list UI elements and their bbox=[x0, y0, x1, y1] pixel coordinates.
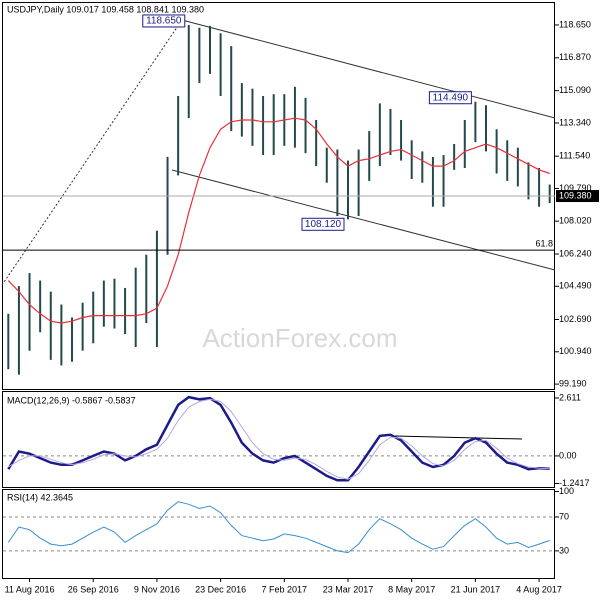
annotation-box bbox=[142, 14, 186, 28]
x-tick-label: 11 Aug 2016 bbox=[5, 584, 55, 594]
x-tick-label: 8 May 2017 bbox=[388, 584, 435, 594]
x-tick-label: 23 Dec 2016 bbox=[195, 584, 246, 594]
macd-title: MACD(12,26,9) -0.5867 -0.5837 bbox=[7, 395, 136, 405]
y-tick-label: 100 bbox=[559, 486, 574, 496]
rsi-title: RSI(14) 42.3645 bbox=[7, 492, 73, 502]
rsi-panel bbox=[2, 489, 555, 579]
y-tick-label: 108.020 bbox=[559, 216, 592, 226]
x-tick-label: 4 Aug 2017 bbox=[516, 584, 562, 594]
annotation-box bbox=[301, 217, 345, 231]
y-tick-label: 118.650 bbox=[559, 19, 591, 29]
y-tick-label: 99.190 bbox=[559, 378, 587, 388]
y-tick-label: 0.00 bbox=[559, 450, 577, 460]
x-tick-label: 9 Nov 2016 bbox=[134, 584, 180, 594]
y-tick-label: 109.790 bbox=[559, 183, 592, 193]
x-tick-label: 7 Feb 2017 bbox=[262, 584, 308, 594]
x-tick-label: 26 Sep 2016 bbox=[68, 584, 119, 594]
y-tick-label: 104.490 bbox=[559, 281, 592, 291]
x-tick-label: 23 Mar 2017 bbox=[323, 584, 374, 594]
x-tick-label: 21 Jun 2017 bbox=[451, 584, 501, 594]
channel-upper bbox=[181, 19, 556, 119]
annotation-label: 118.650 bbox=[146, 16, 182, 27]
indicator-line bbox=[7, 501, 550, 554]
y-tick-label: 70 bbox=[559, 511, 569, 521]
annotation-label: 108.120 bbox=[305, 219, 342, 230]
last-price-label: 109.380 bbox=[559, 190, 592, 200]
y-tick-label: 111.540 bbox=[559, 151, 590, 161]
channel-lower bbox=[171, 169, 556, 271]
indicator-line bbox=[8, 398, 550, 480]
y-tick-label: 30 bbox=[559, 545, 569, 555]
y-tick-label: 116.870 bbox=[559, 52, 591, 62]
y-tick-label: 2.611 bbox=[559, 392, 581, 402]
annotation-box bbox=[428, 91, 472, 105]
price-title: USDJPY,Daily 109.017 109.458 108.841 109… bbox=[7, 4, 204, 14]
moving-average bbox=[7, 117, 550, 324]
divergence-line bbox=[394, 435, 523, 440]
macd-panel bbox=[2, 391, 555, 488]
annotation-label: 114.490 bbox=[433, 92, 469, 103]
y-tick-label: 100.940 bbox=[559, 346, 592, 356]
watermark: ActionForex.com bbox=[202, 323, 397, 353]
y-tick-label: 102.690 bbox=[559, 314, 592, 324]
y-tick-label: 106.240 bbox=[559, 248, 592, 258]
projection-line bbox=[1, 19, 183, 286]
last-price-box bbox=[556, 190, 599, 203]
y-tick-label: 115.090 bbox=[559, 85, 591, 95]
level-label: 61.8 bbox=[535, 238, 553, 248]
y-tick-label: -1.2417 bbox=[559, 478, 590, 488]
y-tick-label: 113.340 bbox=[559, 117, 591, 127]
